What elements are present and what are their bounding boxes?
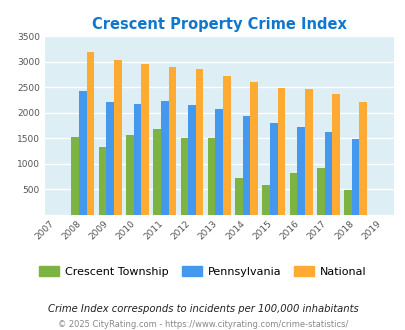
Bar	[351, 139, 358, 214]
Bar	[215, 109, 222, 214]
Bar	[153, 129, 160, 214]
Text: © 2025 CityRating.com - https://www.cityrating.com/crime-statistics/: © 2025 CityRating.com - https://www.city…	[58, 319, 347, 329]
Bar	[106, 103, 114, 214]
Bar	[98, 147, 106, 214]
Bar	[126, 135, 133, 214]
Bar	[296, 127, 304, 214]
Bar	[168, 67, 176, 214]
Bar	[262, 185, 269, 214]
Bar	[242, 116, 250, 214]
Bar	[114, 60, 121, 214]
Bar	[79, 91, 86, 214]
Bar	[269, 123, 277, 214]
Legend: Crescent Township, Pennsylvania, National: Crescent Township, Pennsylvania, Nationa…	[35, 262, 370, 281]
Bar	[160, 101, 168, 214]
Bar	[188, 105, 195, 214]
Bar	[133, 104, 141, 214]
Bar	[86, 51, 94, 214]
Bar	[207, 138, 215, 214]
Title: Crescent Property Crime Index: Crescent Property Crime Index	[92, 17, 346, 32]
Bar	[234, 178, 242, 214]
Bar	[71, 137, 79, 214]
Text: Crime Index corresponds to incidents per 100,000 inhabitants: Crime Index corresponds to incidents per…	[47, 304, 358, 314]
Bar	[324, 132, 331, 214]
Bar	[331, 94, 339, 214]
Bar	[250, 82, 257, 214]
Bar	[141, 64, 149, 214]
Bar	[195, 69, 203, 214]
Bar	[180, 138, 188, 214]
Bar	[358, 103, 366, 214]
Bar	[289, 173, 296, 214]
Bar	[343, 189, 351, 214]
Bar	[277, 88, 285, 214]
Bar	[222, 76, 230, 215]
Bar	[316, 168, 324, 214]
Bar	[304, 89, 312, 214]
